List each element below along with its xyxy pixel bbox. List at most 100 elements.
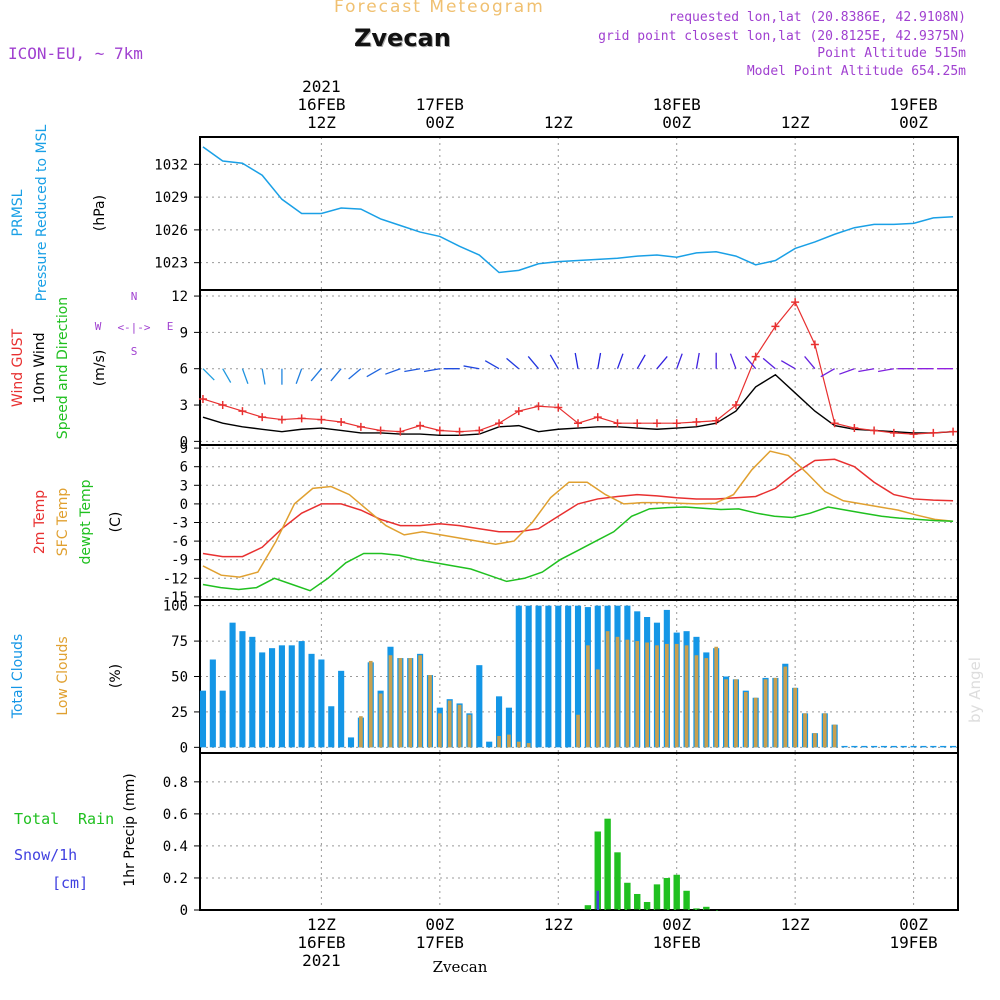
low-cloud-bar	[813, 733, 817, 748]
time-label-year: 2021	[302, 77, 341, 96]
wind-direction-arrow	[310, 368, 322, 382]
label-pressure-units: (hPa)	[92, 195, 108, 231]
y-tick-label: 0.2	[163, 871, 188, 887]
y-tick-label: -15	[163, 590, 188, 606]
gust-marker	[870, 426, 879, 435]
wind-direction-arrow	[695, 352, 700, 369]
low-cloud-bar	[408, 658, 413, 748]
gust-marker	[810, 340, 819, 349]
time-label-hour: 12Z	[307, 915, 336, 934]
low-cloud-bar	[428, 675, 432, 748]
gust-marker	[633, 419, 642, 428]
total-cloud-bar	[920, 745, 927, 748]
total-cloud-bar	[229, 622, 236, 748]
label-prmsl: PRMSL	[10, 189, 26, 236]
low-cloud-bar	[674, 643, 679, 748]
time-label-hour: 00Z	[662, 113, 691, 132]
wind-direction-arrow	[506, 357, 520, 370]
y-tick-label: 100	[163, 599, 188, 615]
rain-bar	[643, 901, 651, 910]
y-tick-label: -3	[171, 516, 188, 532]
compass-e: E	[167, 320, 174, 333]
rain-bar	[712, 910, 720, 911]
total-cloud-bar	[298, 641, 305, 748]
label-rain: Rain	[78, 810, 114, 828]
wind-direction-arrow	[839, 368, 855, 375]
y-tick-label: 3	[180, 478, 188, 494]
low-cloud-bar	[714, 646, 719, 748]
total-cloud-bar	[574, 605, 582, 748]
low-cloud-bar	[497, 736, 501, 748]
gust-marker	[317, 415, 326, 424]
total-cloud-bar	[555, 605, 562, 748]
low-cloud-bar	[822, 713, 827, 748]
label-10m-wind: 10m Wind	[32, 332, 48, 403]
low-cloud-bar	[645, 642, 649, 748]
y-tick-label: 25	[171, 705, 188, 721]
wind-direction-arrow	[484, 360, 500, 370]
footer-location: Zvecan	[433, 958, 488, 976]
total-cloud-bar	[861, 745, 868, 748]
y-tick-label: 1023	[154, 256, 188, 272]
y-tick-label: 9	[180, 441, 188, 457]
low-cloud-bar	[734, 679, 738, 748]
gust-marker	[593, 413, 602, 422]
compass-n: N	[131, 290, 138, 303]
low-cloud-bar	[793, 687, 797, 748]
y-tick-label: 75	[171, 634, 188, 650]
gust-marker	[475, 426, 484, 435]
panel-frame	[199, 752, 959, 911]
low-cloud-bar	[773, 677, 778, 748]
low-cloud-bar	[447, 700, 452, 748]
total-cloud-bar	[209, 659, 216, 748]
wind-direction-arrow	[597, 352, 602, 369]
total-cloud-bar	[268, 648, 276, 748]
label-snow-units: [cm]	[52, 874, 88, 892]
total-cloud-bar	[288, 645, 295, 748]
time-label-date: 19FEB	[890, 933, 938, 952]
wind-direction-arrow	[241, 368, 249, 384]
label-temp-units: (C)	[108, 512, 124, 533]
total-cloud-bar	[308, 653, 315, 748]
gust-marker	[889, 428, 898, 437]
gust-marker	[712, 416, 721, 425]
location-title: Zvecan	[354, 24, 451, 52]
gust-marker	[376, 426, 385, 435]
y-tick-label: -9	[171, 553, 188, 569]
y-tick-label: 0	[180, 903, 188, 919]
watermark-by-angel: by Angel	[966, 657, 984, 723]
time-label-hour: 12Z	[781, 915, 810, 934]
total-cloud-bar	[841, 745, 848, 748]
time-label-date: 16FEB	[297, 95, 345, 114]
time-label-date: 17FEB	[416, 95, 464, 114]
wind-speed-line	[202, 373, 954, 437]
wind-direction-arrow	[348, 368, 362, 380]
y-tick-label: 6	[180, 362, 188, 378]
total-cloud-bar	[525, 605, 532, 748]
y-tick-label: 0	[180, 740, 188, 756]
total-cloud-bar	[239, 631, 246, 748]
wind-direction-arrow	[222, 368, 232, 383]
total-cloud-bar	[486, 741, 493, 748]
gust-marker	[277, 415, 286, 424]
gust-marker	[435, 426, 444, 435]
grid-point-coords: grid point closest lon,lat (20.8125E, 42…	[598, 29, 966, 44]
low-cloud-bar	[694, 655, 699, 748]
gust-marker	[751, 352, 760, 361]
rain-bar	[663, 877, 671, 910]
low-cloud-bar	[635, 641, 640, 748]
wind-direction-arrow	[366, 368, 381, 378]
time-label-hour: 00Z	[425, 113, 454, 132]
total-cloud-bar	[278, 645, 285, 748]
rain-bar	[703, 906, 710, 910]
y-tick-label: 0.8	[163, 775, 188, 791]
label-dewpt-temp: dewpt Temp	[78, 479, 94, 564]
total-cloud-bar	[328, 706, 335, 748]
label-2m-temp: 2m Temp	[32, 490, 48, 554]
rain-bar	[624, 882, 631, 910]
time-label-hour: 00Z	[899, 915, 928, 934]
temp-dewpoint-line	[202, 506, 954, 592]
model-altitude: Model Point Altitude 654.25m	[746, 64, 966, 79]
compass-s: S	[131, 345, 138, 358]
gust-marker	[574, 419, 583, 428]
